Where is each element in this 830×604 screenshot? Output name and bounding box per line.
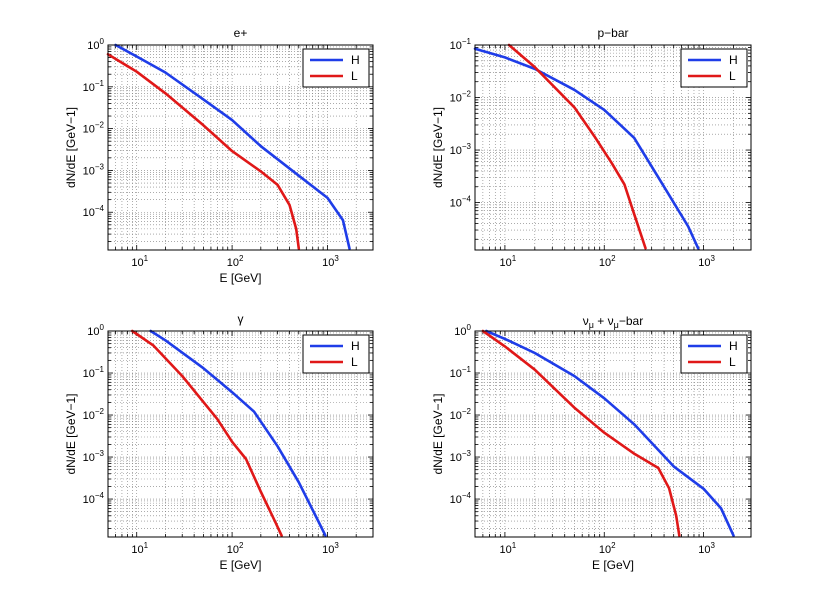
legend: HL [680,48,748,88]
x-tick-label: 102 [227,254,244,269]
x-tick-label: 101 [131,254,148,269]
legend-label: H [351,53,360,67]
y-axis-label: dN/dE [GeV−1] [431,393,445,474]
series-line-L [507,43,647,250]
series-line-H [114,43,351,250]
series-line-L [131,329,283,537]
x-tick-label: 101 [500,541,517,556]
series-line-H [473,47,700,250]
x-axis-label: E [GeV] [219,558,261,572]
series-line-L [106,52,301,250]
x-tick-label: 102 [227,541,244,556]
y-tick-label: 10−1 [450,37,472,52]
chart-panel-2: 101 102 103 10−1 10−2 10−3 10−4 p−bar dN/dE [GeV… [431,26,752,269]
series-line-H [149,329,327,537]
y-tick-label: 10−4 [450,195,472,210]
legend-label: H [351,339,360,353]
x-axis-label: E [GeV] [592,558,634,572]
legend-label: H [729,339,738,353]
legend: HL [680,334,748,374]
y-axis-label: dN/dE [GeV−1] [431,107,445,188]
series-line-L [481,329,681,537]
y-tick-label: 10−3 [450,449,472,464]
y-tick-label: 100 [454,323,471,338]
grid [475,45,751,250]
y-tick-label: 10−2 [450,90,472,105]
legend-label: L [351,355,358,369]
y-tick-label: 10−2 [83,407,105,422]
legend-label: L [351,69,358,83]
axes-frame [474,330,752,538]
chart-panel-4: 101 102 103 100 10−1 10−2 10−3 10−4 νμ + νμ−bar E… [431,314,752,572]
legend: HL [302,48,370,88]
y-tick-label: 10−3 [83,162,105,177]
x-tick-label: 101 [131,541,148,556]
chart-title: νμ + νμ−bar [583,314,643,330]
chart-title: γ [238,312,244,326]
x-tick-label: 102 [599,254,616,269]
x-axis-label: E [GeV] [219,271,261,285]
chart-panel-1: 101 102 103 100 10−1 10−2 10−3 10−4 e+ E [GeV] dN/… [64,26,374,285]
x-tick-label: 103 [322,541,339,556]
y-tick-label: 10−1 [83,365,105,380]
legend-label: L [729,69,736,83]
x-tick-label: 101 [500,254,517,269]
grid [108,331,373,537]
series-line-H [484,329,735,537]
grid [475,331,751,537]
y-tick-label: 10−4 [450,491,472,506]
y-tick-label: 10−2 [83,121,105,136]
legend: HL [302,334,370,374]
y-tick-label: 100 [87,37,104,52]
axes-frame [107,330,374,538]
x-tick-label: 103 [698,254,715,269]
chart-title: e+ [234,26,248,40]
chart-title: p−bar [597,26,628,40]
y-tick-label: 100 [87,323,104,338]
y-axis-label: dN/dE [GeV−1] [64,107,78,188]
x-tick-label: 103 [698,541,715,556]
y-axis-label: dN/dE [GeV−1] [64,393,78,474]
y-tick-label: 10−2 [450,407,472,422]
legend-label: L [729,355,736,369]
chart-panel-3: 101 102 103 100 10−1 10−2 10−3 10−4 γ E [GeV] dN/d… [64,312,374,572]
legend-label: H [729,53,738,67]
x-tick-label: 103 [322,254,339,269]
y-tick-label: 10−4 [83,204,105,219]
y-tick-label: 10−3 [83,449,105,464]
x-tick-label: 102 [599,541,616,556]
y-tick-label: 10−1 [83,79,105,94]
axes-frame [474,44,752,251]
y-tick-label: 10−4 [83,491,105,506]
grid [108,45,373,250]
axes-frame [107,44,374,251]
y-tick-label: 10−3 [450,142,472,157]
y-tick-label: 10−1 [450,365,472,380]
